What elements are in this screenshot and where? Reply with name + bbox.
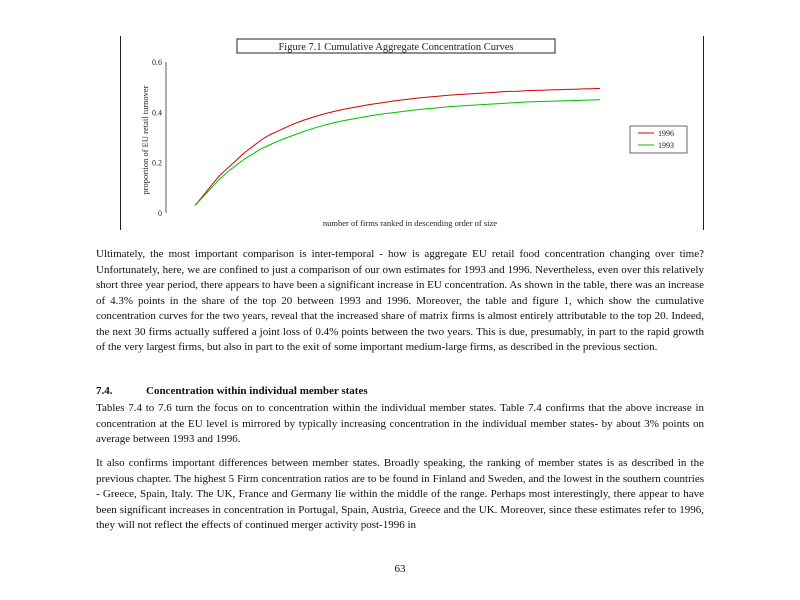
paragraph-2: Tables 7.4 to 7.6 turn the focus on to c…	[96, 402, 704, 445]
y-tick-label: 0.6	[152, 58, 162, 67]
section-heading: 7.4. Concentration within individual memb…	[96, 385, 368, 397]
section-number: 7.4.	[96, 385, 113, 397]
legend-box	[629, 125, 688, 154]
paragraph-member-states: Tables 7.4 to 7.6 turn the focus on to c…	[96, 401, 704, 448]
x-axis-label: number of firms ranked in descending ord…	[323, 218, 497, 228]
legend-label-1996: 1996	[658, 129, 674, 138]
y-tick-label: 0.4	[152, 108, 162, 117]
y-tick-label: 0.2	[152, 159, 162, 168]
series-layer	[194, 87, 601, 206]
series-line-1993	[194, 99, 601, 206]
paragraph-1: Ultimately, the most important compariso…	[96, 248, 704, 353]
chart-figure-7-1: Figure 7.1 Cumulative Aggregate Concentr…	[140, 38, 688, 228]
paragraph-comparison: Ultimately, the most important compariso…	[96, 247, 704, 356]
paragraph-3: It also confirms important differences b…	[96, 457, 704, 531]
y-axis-label: proportion of EU retail turnover	[140, 85, 150, 194]
page-number: 63	[394, 563, 406, 575]
chart-title: Figure 7.1 Cumulative Aggregate Concentr…	[278, 42, 513, 53]
y-axis: 0 0.2 0.4 0.6	[152, 58, 167, 218]
chart-title-box	[236, 38, 556, 54]
figure-frame	[120, 36, 704, 230]
section-title: Concentration within individual member s…	[146, 385, 368, 397]
paragraph-differences: It also confirms important differences b…	[96, 456, 704, 534]
legend: 1996 1993	[629, 125, 688, 154]
legend-label-1993: 1993	[658, 141, 674, 150]
series-line-1996	[194, 87, 601, 206]
y-tick-label: 0	[158, 209, 162, 218]
